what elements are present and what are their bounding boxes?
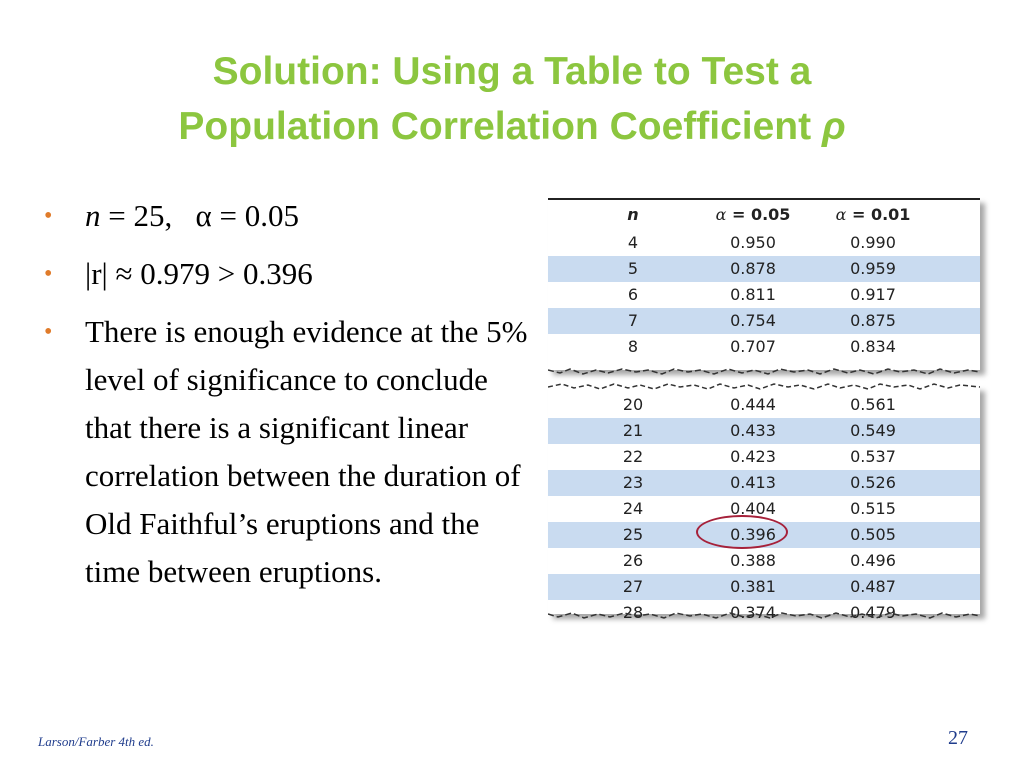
cell-n: 28: [622, 603, 644, 622]
cell-alpha-005: 0.413: [730, 473, 776, 492]
cell-n: 25: [622, 525, 644, 544]
table-row: 28 0.374 0.479: [548, 600, 980, 626]
cell-alpha-001: 0.479: [850, 603, 896, 622]
cell-alpha-005: 0.423: [730, 447, 776, 466]
slide-title: Solution: Using a Table to Test a Popula…: [40, 44, 984, 154]
cell-n: 20: [622, 395, 644, 414]
table-row: 27 0.381 0.487: [548, 574, 980, 600]
critical-values-table-top: n α = 0.05 α = 0.01 4 0.950 0.990 5 0.878 0.9…: [548, 198, 980, 375]
title-line-2-text: Population Correlation Coefficient: [178, 105, 812, 148]
torn-edge: [548, 612, 980, 619]
highlight-circle-0396: [696, 515, 788, 549]
cell-alpha-001: 0.959: [850, 259, 896, 278]
cell-alpha-005: 0.754: [730, 311, 776, 330]
cell-alpha-005: 0.811: [730, 285, 776, 304]
cell-n: 24: [622, 499, 644, 518]
cell-alpha-005: 0.950: [730, 233, 776, 252]
cell-alpha-005: 0.878: [730, 259, 776, 278]
torn-edge: [548, 383, 980, 390]
cell-n: 21: [622, 421, 644, 440]
cell-alpha-005: 0.388: [730, 551, 776, 570]
cell-n: 26: [622, 551, 644, 570]
cell-alpha-001: 0.487: [850, 577, 896, 596]
cell-alpha-005: 0.707: [730, 337, 776, 356]
table-row: 24 0.404 0.515: [548, 496, 980, 522]
cell-n: 23: [622, 473, 644, 492]
cell-n: 22: [622, 447, 644, 466]
cell-alpha-001: 0.526: [850, 473, 896, 492]
cell-alpha-001: 0.496: [850, 551, 896, 570]
table-header-row: n α = 0.05 α = 0.01: [548, 200, 980, 230]
bullet-item-conclusion: • There is enough evidence at the 5% lev…: [44, 308, 534, 596]
cell-alpha-001: 0.917: [850, 285, 896, 304]
cell-alpha-001: 0.875: [850, 311, 896, 330]
cell-alpha-005: 0.444: [730, 395, 776, 414]
header-alpha-001: α = 0.01: [835, 205, 911, 224]
cell-n: 5: [627, 259, 639, 278]
cell-n: 7: [627, 311, 639, 330]
table-row: 26 0.388 0.496: [548, 548, 980, 574]
table-body-top: 4 0.950 0.990 5 0.878 0.959 6 0.811 0.917 7 0.754 0…: [548, 230, 980, 360]
title-line-2: Population Correlation Coefficient ρ: [40, 99, 984, 154]
bullet-icon: •: [44, 319, 53, 345]
bullet-icon: •: [44, 261, 53, 287]
cell-n: 8: [627, 337, 639, 356]
conclusion-text: There is enough evidence at the 5% level…: [85, 314, 528, 589]
cell-alpha-005: 0.404: [730, 499, 776, 518]
cell-alpha-005: 0.374: [730, 603, 776, 622]
cell-alpha-001: 0.537: [850, 447, 896, 466]
table-row: 20 0.444 0.561: [548, 392, 980, 418]
torn-edge: [548, 368, 980, 375]
cell-n: 27: [622, 577, 644, 596]
bullet-list: • n = 25, α = 0.05 • |r| ≈ 0.979 > 0.396…: [44, 192, 534, 606]
sample-alpha-text: = 25, α = 0.05: [100, 198, 299, 233]
bullet-icon: •: [44, 203, 53, 229]
cell-alpha-001: 0.549: [850, 421, 896, 440]
table-row: 5 0.878 0.959: [548, 256, 980, 282]
critical-values-table-bottom: 20 0.444 0.561 21 0.433 0.549 22 0.423 0.537 23 0.…: [548, 383, 980, 622]
cell-alpha-001: 0.990: [850, 233, 896, 252]
cell-alpha-005: 0.433: [730, 421, 776, 440]
cell-alpha-001: 0.505: [850, 525, 896, 544]
title-line-1: Solution: Using a Table to Test a: [212, 50, 812, 93]
cell-alpha-001: 0.515: [850, 499, 896, 518]
cell-alpha-001: 0.561: [850, 395, 896, 414]
footer-source: Larson/Farber 4th ed.: [38, 734, 154, 749]
cell-n: 4: [627, 233, 639, 252]
table-row: 6 0.811 0.917: [548, 282, 980, 308]
cell-alpha-005: 0.381: [730, 577, 776, 596]
page-number: 27: [948, 727, 968, 749]
table-row: 4 0.950 0.990: [548, 230, 980, 256]
table-row: 23 0.413 0.526: [548, 470, 980, 496]
cell-alpha-001: 0.834: [850, 337, 896, 356]
variable-n: n: [85, 198, 101, 233]
bullet-item-sample-size: • n = 25, α = 0.05: [44, 192, 534, 240]
header-n: n: [627, 205, 639, 224]
table-row: 8 0.707 0.834: [548, 334, 980, 360]
table-row: 21 0.433 0.549: [548, 418, 980, 444]
rho-symbol: ρ: [821, 105, 846, 148]
table-row: 7 0.754 0.875: [548, 308, 980, 334]
header-alpha-005: α = 0.05: [715, 205, 791, 224]
cell-n: 6: [627, 285, 639, 304]
comparison-text: |r| ≈ 0.979 > 0.396: [85, 256, 313, 291]
bullet-item-comparison: • |r| ≈ 0.979 > 0.396: [44, 250, 534, 298]
table-row: 22 0.423 0.537: [548, 444, 980, 470]
table-body-bottom: 20 0.444 0.561 21 0.433 0.549 22 0.423 0.537 23 0.…: [548, 392, 980, 626]
